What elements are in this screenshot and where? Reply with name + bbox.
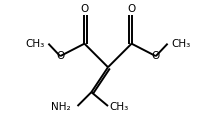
Text: CH₃: CH₃ xyxy=(26,39,45,49)
Text: O: O xyxy=(80,4,89,14)
Text: NH₂: NH₂ xyxy=(51,102,71,112)
Text: CH₃: CH₃ xyxy=(109,102,129,112)
Text: O: O xyxy=(56,51,64,61)
Text: O: O xyxy=(127,4,136,14)
Text: CH₃: CH₃ xyxy=(171,39,190,49)
Text: O: O xyxy=(152,51,160,61)
